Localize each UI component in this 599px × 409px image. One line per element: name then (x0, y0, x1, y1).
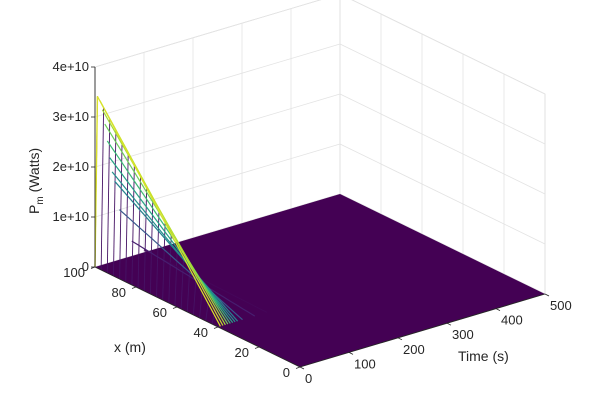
power-label-main: P (26, 205, 42, 214)
power-tick-label: 2e+10 (52, 159, 89, 174)
surface-profile (106, 140, 231, 324)
surface-edge-line (192, 280, 197, 316)
surface-edge-line (199, 291, 203, 319)
power-tick-label: 0 (82, 259, 89, 274)
power-axis-ticks: 0 1e+10 2e+10 3e+10 4e+10 (52, 59, 95, 274)
x-tick-label: 60 (153, 305, 167, 320)
power-tick-label: 1e+10 (52, 209, 89, 224)
time-tick-label: 0 (305, 371, 312, 386)
surface-edge-line (156, 211, 160, 298)
power-tick-label: 3e+10 (52, 109, 89, 124)
power-label-rest: (Watts) (26, 148, 42, 196)
surface-profile (109, 157, 234, 323)
x-axis-line (94, 266, 301, 368)
surface-edge-line (131, 165, 135, 286)
time-tick-label: 500 (550, 298, 572, 313)
x-tick-mark (295, 366, 301, 369)
x-tick-label: 0 (283, 365, 290, 380)
surface-edge-line (174, 245, 178, 307)
x-axis-label: x (m) (114, 339, 146, 355)
x-tick-mark (172, 306, 178, 309)
power-tick-label: 4e+10 (52, 59, 89, 74)
surface-profile (96, 96, 221, 327)
axes-back-panels (94, 0, 546, 295)
time-tick-mark (348, 352, 354, 355)
surface-profile (131, 240, 256, 317)
surface-edge-line (100, 107, 105, 271)
surface-profile (111, 171, 236, 323)
grid-line (351, 0, 546, 95)
time-axis-label: Time (s) (458, 348, 509, 364)
x-tick-label: 80 (112, 285, 126, 300)
surface-edge-line (137, 176, 141, 289)
x-tick-label: 20 (235, 345, 249, 360)
x-tick-label: 100 (63, 265, 85, 280)
grid-line (339, 143, 546, 245)
surface-floor (95, 194, 545, 367)
time-tick-mark (446, 322, 452, 326)
power-axis-label: Pm (Watts) (26, 148, 46, 214)
surface-edge-line (211, 314, 215, 325)
surface-profile (119, 209, 243, 321)
surface-mesh (94, 96, 545, 367)
time-axis-ticks: 0 100 200 300 400 500 (299, 293, 572, 386)
grid-line (94, 43, 341, 118)
time-tick-mark (495, 308, 501, 311)
time-tick-label: 400 (501, 313, 523, 328)
surface-profile (114, 180, 239, 322)
surface-edge-line (113, 130, 117, 277)
surface-edge-line (125, 153, 129, 283)
surface-edge-line (205, 303, 209, 322)
x-tick-mark (213, 326, 219, 329)
grid-line (94, 93, 341, 168)
grid-line (339, 43, 546, 145)
time-axis-line (299, 293, 546, 368)
grid-line (94, 0, 322, 68)
time-tick-label: 300 (452, 327, 474, 342)
surface-edge-line (143, 188, 148, 292)
time-tick-mark (397, 337, 403, 341)
time-tick-label: 100 (354, 356, 376, 371)
x-axis-ticks: 0 20 40 60 80 100 (63, 265, 301, 380)
time-tick-mark (299, 366, 305, 370)
grid-line (339, 93, 546, 195)
x-tick-mark (254, 346, 260, 349)
x-tick-label: 40 (194, 325, 208, 340)
x-tick-mark (131, 286, 137, 289)
time-tick-label: 200 (403, 342, 425, 357)
time-tick-mark (544, 293, 550, 297)
power-label-sub: m (35, 196, 46, 204)
